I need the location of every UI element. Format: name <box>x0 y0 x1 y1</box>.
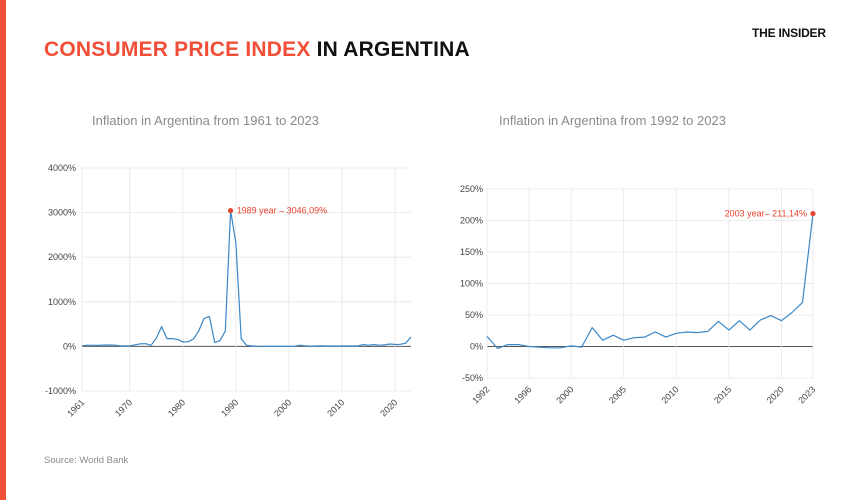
chart2-series-line <box>486 213 814 349</box>
chart2-y-tick-label: 250% <box>460 184 483 194</box>
chart2-x-tick-label: 2005 <box>607 384 628 405</box>
page-title: CONSUMER PRICE INDEX IN ARGENTINA <box>44 38 470 62</box>
chart2-y-tick-label: 50% <box>465 310 483 320</box>
chart2-title: Inflation in Argentina from 1992 to 2023 <box>499 113 726 128</box>
chart2-x-tick-label: 1996 <box>512 384 533 405</box>
chart1-x-tick-label: 2020 <box>378 397 399 418</box>
chart2-y-tick-label: 200% <box>460 216 483 226</box>
chart1-y-tick-label: 4000% <box>48 163 76 173</box>
chart1-x-tick-label: 1980 <box>166 397 187 418</box>
chart1-peak-marker <box>227 207 234 214</box>
chart2-x-tick-label: 1992 <box>470 384 491 405</box>
chart1-y-tick-label: 0% <box>63 341 76 351</box>
chart1-y-tick-label: 1000% <box>48 297 76 307</box>
chart2-y-tick-label: -50% <box>462 373 483 383</box>
chart1-peak-label: 1989 year – 3046,09% <box>237 206 328 216</box>
chart1-y-tick-label: 3000% <box>48 208 76 218</box>
chart1-x-tick-label: 1970 <box>113 397 134 418</box>
chart2-x-tick-label: 2020 <box>765 384 786 405</box>
chart1-series-line <box>81 209 412 347</box>
chart2-x-tick-label: 2023 <box>796 384 817 405</box>
chart2-y-tick-label: 150% <box>460 247 483 257</box>
chart1-y-tick-label: 2000% <box>48 252 76 262</box>
chart2-peak-label: 2003 year– 211,14% <box>725 209 807 219</box>
chart1-title: Inflation in Argentina from 1961 to 2023 <box>92 113 319 128</box>
source-note: Source: World Bank <box>44 455 129 466</box>
chart1-x-tick-label: 2010 <box>325 397 346 418</box>
chart2-y-tick-label: 100% <box>460 279 483 289</box>
chart1-x-tick-label: 1990 <box>219 397 240 418</box>
page-title-highlight: CONSUMER PRICE INDEX <box>44 38 311 61</box>
chart1-x-tick-label: 1961 <box>65 397 86 418</box>
brand-logo: THE INSIDER <box>752 26 826 40</box>
page-title-rest: IN ARGENTINA <box>310 38 470 61</box>
chart2-x-tick-label: 2010 <box>659 384 680 405</box>
chart1-x-tick-label: 2000 <box>272 397 293 418</box>
chart2-x-tick-label: 2015 <box>712 384 733 405</box>
chart1-y-tick-label: -1000% <box>45 386 76 396</box>
chart2-y-tick-label: 0% <box>470 342 483 352</box>
chart2-peak-marker <box>810 210 816 217</box>
chart2-x-tick-label: 2000 <box>554 384 575 405</box>
accent-bar <box>0 0 6 500</box>
